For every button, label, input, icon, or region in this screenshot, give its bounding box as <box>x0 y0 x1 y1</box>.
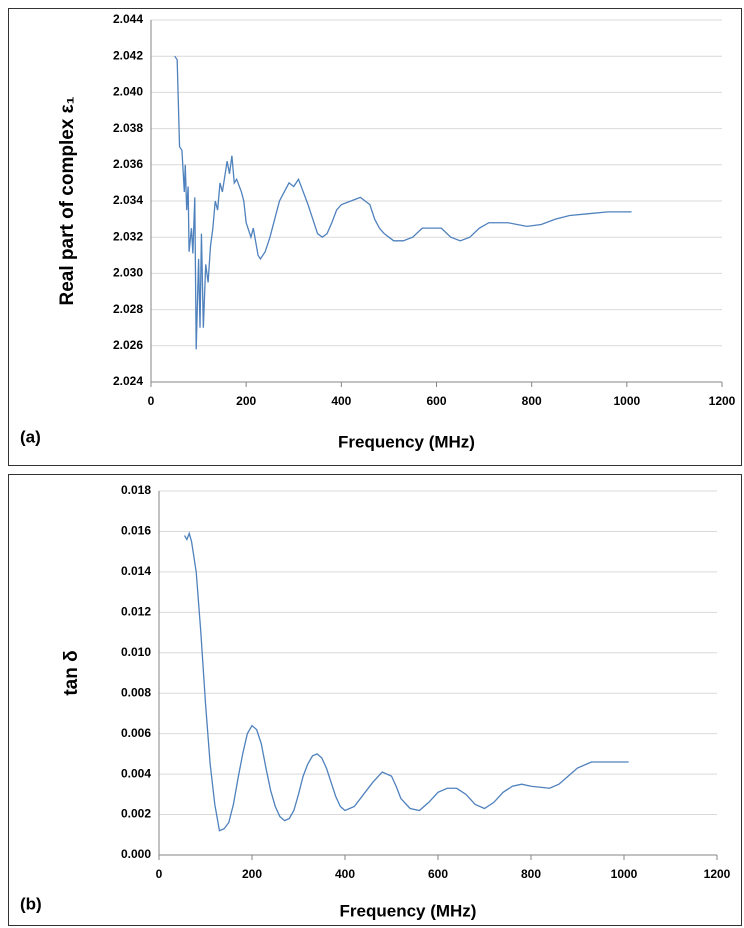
y-tick-label: 2.024 <box>113 374 143 388</box>
x-tick-label: 1200 <box>704 867 731 881</box>
x-tick-label: 0 <box>148 394 155 408</box>
x-tick-label: 600 <box>426 394 446 408</box>
panel-frame <box>8 474 742 926</box>
x-tick-label: 400 <box>335 867 355 881</box>
y-tick-label: 2.030 <box>113 266 143 280</box>
y-tick-label: 2.044 <box>113 12 143 26</box>
y-tick-label: 2.026 <box>113 338 143 352</box>
x-axis-label: Frequency (MHz) <box>340 901 477 920</box>
y-tick-label: 2.040 <box>113 85 143 99</box>
y-tick-label: 0.012 <box>121 605 151 619</box>
x-tick-label: 800 <box>521 867 541 881</box>
y-tick-label: 2.028 <box>113 302 143 316</box>
y-tick-label: 2.036 <box>113 157 143 171</box>
y-tick-label: 0.018 <box>121 483 151 497</box>
y-tick-label: 2.032 <box>113 229 143 243</box>
panel-label: (b) <box>20 894 42 913</box>
x-tick-label: 600 <box>428 867 448 881</box>
panel-frame <box>8 8 742 466</box>
y-tick-label: 0.014 <box>121 564 151 578</box>
y-tick-label: 0.002 <box>121 807 151 821</box>
panel-label: (a) <box>20 427 41 446</box>
y-tick-label: 0.016 <box>121 524 151 538</box>
y-tick-label: 0.000 <box>121 847 151 861</box>
y-axis-label: tan δ <box>61 650 82 695</box>
y-tick-label: 2.034 <box>113 193 143 207</box>
data-line <box>184 531 629 832</box>
y-tick-label: 2.042 <box>113 48 143 62</box>
y-tick-label: 0.006 <box>121 726 151 740</box>
y-axis-label: Real part of complex ε₁ <box>57 96 78 305</box>
y-tick-label: 2.038 <box>113 121 143 135</box>
x-tick-label: 1000 <box>611 867 638 881</box>
x-tick-label: 200 <box>242 867 262 881</box>
y-tick-label: 0.010 <box>121 645 151 659</box>
x-tick-label: 1000 <box>613 394 640 408</box>
x-axis-label: Frequency (MHz) <box>338 432 475 451</box>
x-tick-label: 200 <box>236 394 256 408</box>
y-tick-label: 0.004 <box>121 766 151 780</box>
x-tick-label: 800 <box>522 394 542 408</box>
y-tick-label: 0.008 <box>121 685 151 699</box>
x-tick-label: 1200 <box>709 394 736 408</box>
data-line <box>174 55 632 350</box>
x-tick-label: 400 <box>331 394 351 408</box>
x-tick-label: 0 <box>156 867 163 881</box>
